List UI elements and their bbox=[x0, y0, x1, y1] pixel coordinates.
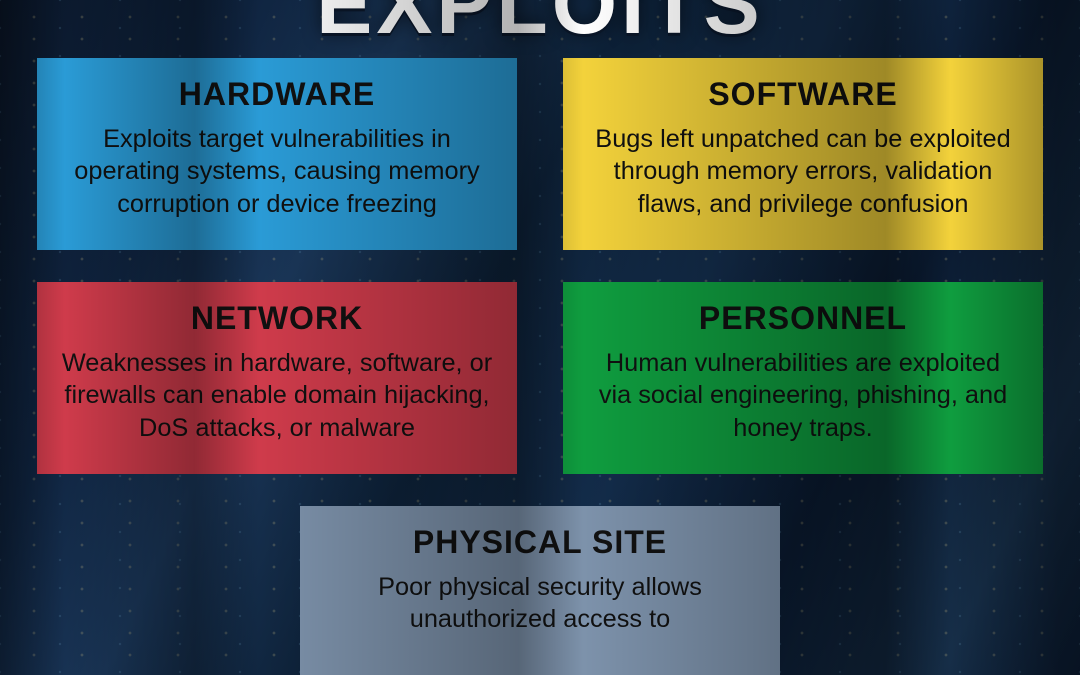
card-personnel-body: Human vulnerabilities are exploited via … bbox=[587, 347, 1019, 444]
card-personnel: PERSONNEL Human vulnerabilities are expl… bbox=[563, 282, 1043, 474]
card-software: SOFTWARE Bugs left unpatched can be expl… bbox=[563, 58, 1043, 250]
infographic-background: EXPLOITS HARDWARE Exploits target vulner… bbox=[0, 0, 1080, 675]
page-title-fragment: EXPLOITS bbox=[0, 0, 1080, 53]
card-network: NETWORK Weaknesses in hardware, software… bbox=[37, 282, 517, 474]
card-hardware-body: Exploits target vulnerabilities in opera… bbox=[61, 123, 493, 220]
card-hardware-title: HARDWARE bbox=[61, 76, 493, 113]
card-network-body: Weaknesses in hardware, software, or fir… bbox=[61, 347, 493, 444]
card-physical-title: PHYSICAL SITE bbox=[324, 524, 756, 561]
card-personnel-title: PERSONNEL bbox=[587, 300, 1019, 337]
card-physical-body: Poor physical security allows unauthoriz… bbox=[324, 571, 756, 636]
card-software-body: Bugs left unpatched can be exploited thr… bbox=[587, 123, 1019, 220]
card-software-title: SOFTWARE bbox=[587, 76, 1019, 113]
card-hardware: HARDWARE Exploits target vulnerabilities… bbox=[37, 58, 517, 250]
card-network-title: NETWORK bbox=[61, 300, 493, 337]
card-physical-site: PHYSICAL SITE Poor physical security all… bbox=[300, 506, 780, 675]
